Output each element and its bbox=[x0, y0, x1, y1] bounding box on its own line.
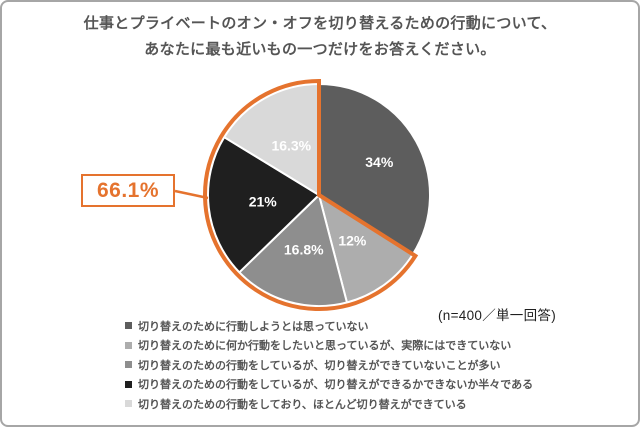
pie-slice bbox=[318, 194, 414, 304]
sample-size-note: (n=400／単一回答) bbox=[438, 308, 557, 323]
pie-slice-label: 16.3% bbox=[271, 138, 311, 154]
chart-title: 仕事とプライベートのオン・オフを切り替えるための行動について、 あなたに最も近い… bbox=[2, 11, 638, 63]
legend-marker bbox=[125, 400, 132, 408]
legend-item: 切り替えのための行動をしているが、切り替えができるかできないか半々である bbox=[125, 375, 533, 395]
legend-label: 切り替えのために何か行動をしたいと思っているが、実際にはできていない bbox=[138, 340, 512, 353]
callout-box: 66.1% bbox=[81, 174, 175, 207]
legend-label: 切り替えのために行動しようとは思っていない bbox=[138, 320, 369, 333]
legend-marker bbox=[125, 322, 132, 330]
pie-slice-label: 16.8% bbox=[284, 242, 324, 258]
highlight-group-outline bbox=[203, 78, 419, 311]
legend-marker bbox=[125, 361, 132, 369]
legend-label: 切り替えのための行動をしており、ほとんど切り替えができている bbox=[138, 398, 467, 411]
legend-marker bbox=[125, 380, 132, 388]
chart-title-line2: あなたに最も近いもの一つだけをお答えください。 bbox=[144, 41, 496, 58]
legend-label: 切り替えのための行動をしているが、切り替えができていないことが多い bbox=[138, 359, 501, 372]
legend: 切り替えのために行動しようとは思っていない切り替えのために何か行動をしたいと思っ… bbox=[125, 316, 533, 414]
pie-slice-label: 21% bbox=[249, 193, 278, 209]
pie-slice bbox=[223, 83, 320, 196]
chart-title-line1: 仕事とプライベートのオン・オフを切り替えるための行動について、 bbox=[83, 15, 557, 32]
legend-label: 切り替えのための行動をしているが、切り替えができるかできないか半々である bbox=[138, 379, 534, 392]
pie-slice bbox=[206, 136, 320, 274]
pie-slice-label: 34% bbox=[365, 154, 394, 170]
pie-slice-label: 12% bbox=[338, 233, 367, 249]
legend-item: 切り替えのための行動をしており、ほとんど切り替えができている bbox=[125, 394, 533, 414]
legend-marker bbox=[125, 341, 132, 349]
pie-slice bbox=[238, 194, 348, 307]
legend-item: 切り替えのために何か行動をしたいと思っているが、実際にはできていない bbox=[125, 336, 533, 356]
legend-item: 切り替えのために行動しようとは思っていない bbox=[125, 316, 533, 336]
callout-value: 66.1% bbox=[96, 178, 160, 202]
legend-item: 切り替えのための行動をしているが、切り替えができていないことが多い bbox=[125, 355, 533, 375]
callout-connector-line bbox=[174, 189, 209, 200]
